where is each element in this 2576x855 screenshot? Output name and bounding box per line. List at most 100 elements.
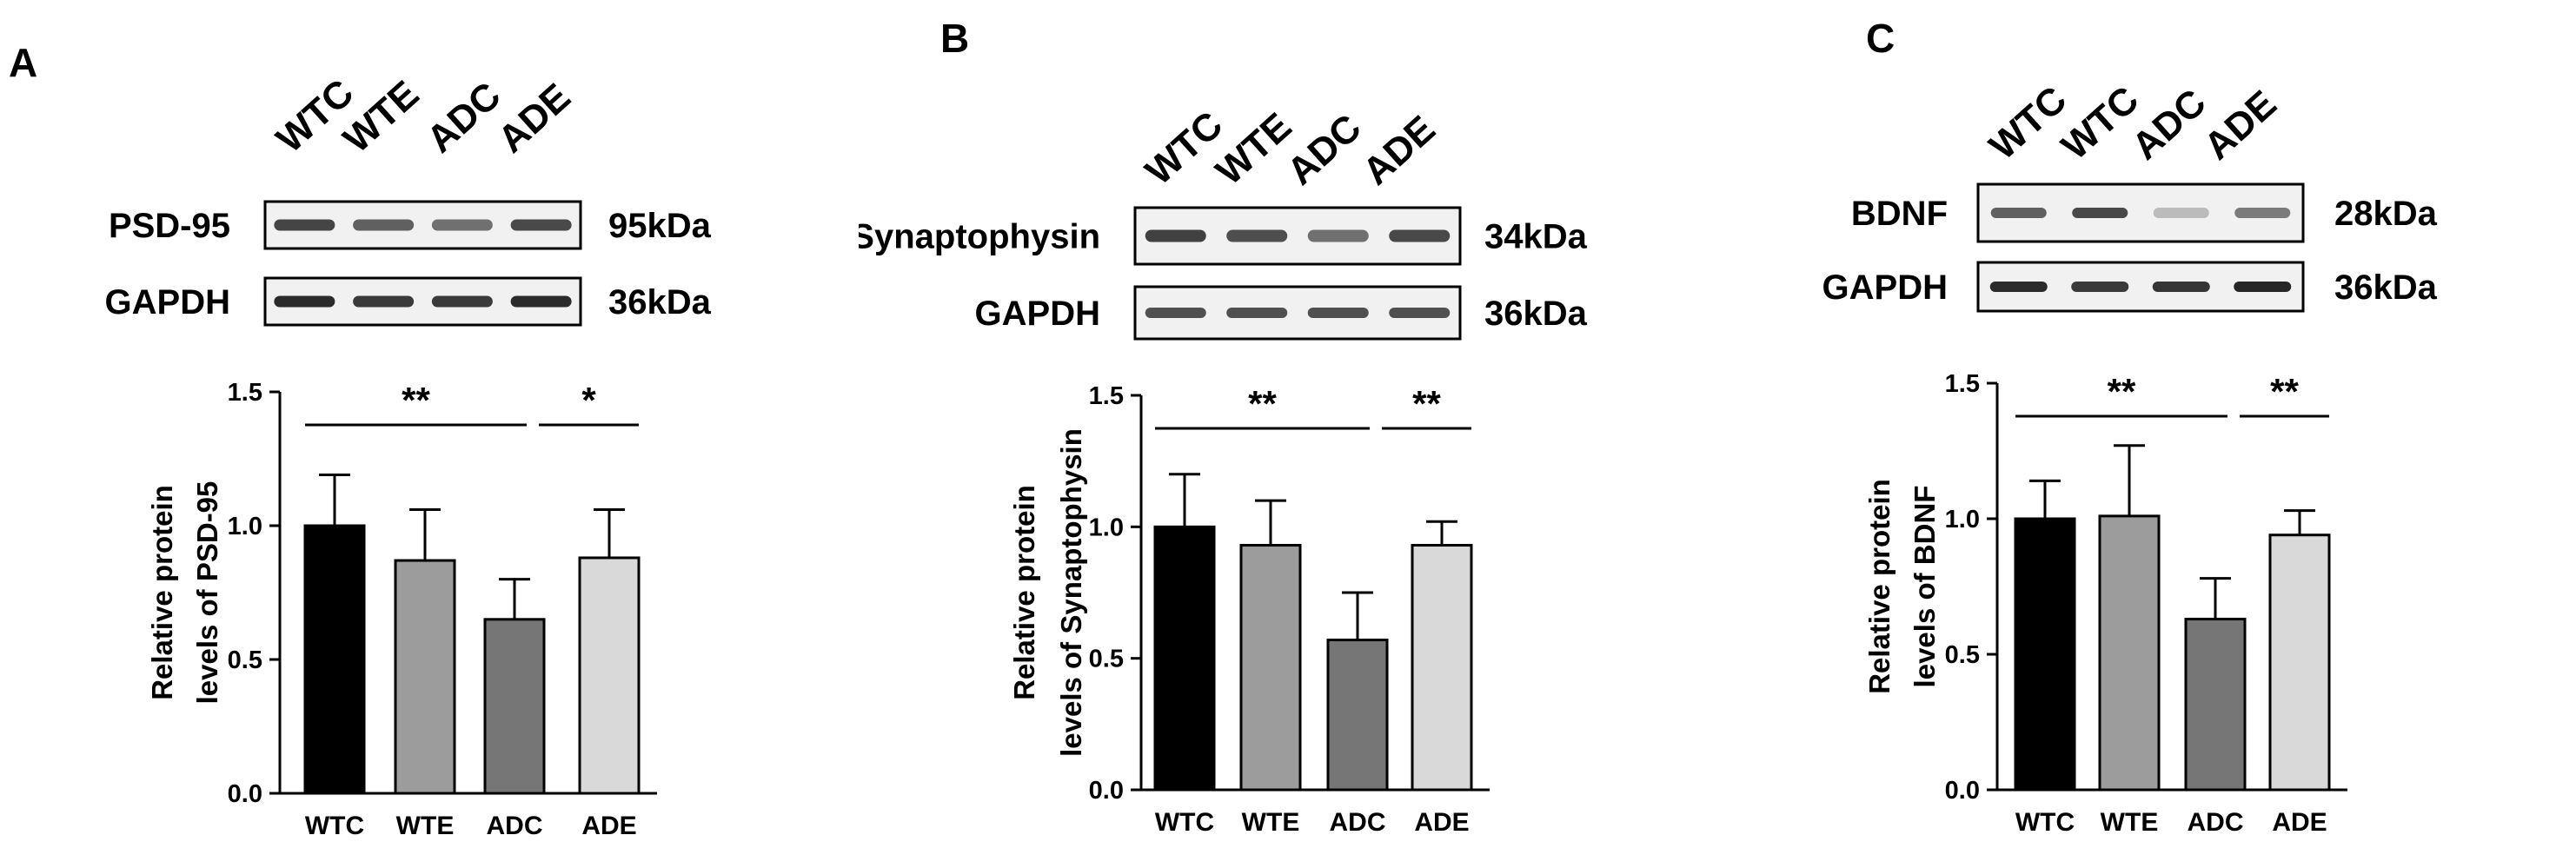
lane-label: WTC	[1138, 103, 1231, 193]
protein-label: GAPDH	[105, 283, 230, 321]
lane-label: ADC	[1279, 106, 1370, 193]
bar-chart-synaptophysin: 0.0 0.5 1.0 1.5 WTC WTE ADC ADE Relative protein…	[1008, 382, 1490, 837]
y-tick-label: 0.0	[228, 780, 262, 808]
blot-band	[1307, 308, 1369, 318]
blot-band	[510, 295, 572, 308]
lane-label: ADE	[2196, 83, 2285, 169]
protein-label: GAPDH	[975, 295, 1100, 333]
blot-band	[2153, 208, 2209, 218]
y-tick-label: 1.0	[1945, 506, 1980, 534]
molecular-weight-label: 34kDa	[1484, 218, 1588, 256]
blot-band	[1307, 229, 1369, 242]
significance-label: **	[402, 380, 430, 421]
y-axis-label: Relative protein	[146, 485, 178, 700]
x-tick-label: ADE	[1414, 808, 1469, 837]
y-tick-label: 1.5	[1089, 382, 1124, 410]
y-axis-label: Relative protein	[1863, 479, 1895, 694]
bar-chart-psd95: 0.0 0.5 1.0 1.5 WTC WTE ADC ADE Relative protein…	[146, 379, 657, 840]
blot-band	[2234, 208, 2291, 218]
lane-label: ADC	[419, 74, 509, 161]
protein-label: GAPDH	[1822, 268, 1948, 307]
y-tick-label: 1.5	[228, 379, 262, 407]
significance-label: *	[581, 380, 596, 421]
panel-a: A WTC WTE ADC ADE PSD-95 95kDa GAPDH 36kDa 0.0 0…	[0, 0, 859, 855]
y-axis-label: Relative protein	[1008, 485, 1040, 700]
blot-band	[274, 219, 335, 231]
bar-chart-bdnf: 0.0 0.5 1.0 1.5 WTC WTE ADC ADE Relative protein…	[1863, 370, 2347, 837]
bar-adc	[2184, 617, 2247, 792]
bar-ade	[578, 556, 641, 795]
lane-label: WTC	[2054, 78, 2147, 168]
y-tick-label: 1.5	[1945, 370, 1980, 398]
blot-band	[431, 295, 493, 308]
panel-c: C WTC WTC ADC ADE BDNF 28kDa GAPDH 36kDa 0.0 0.5…	[1717, 0, 2576, 855]
blot-band	[1389, 229, 1451, 242]
lane-label: WTE	[335, 73, 427, 162]
bar-wtc	[1153, 525, 1216, 792]
significance-label: **	[1412, 383, 1441, 424]
blot-band	[431, 219, 493, 231]
panel-b: B WTC WTE ADC ADE Synaptophysin 34kDa GAPDH 36k…	[859, 0, 1717, 855]
x-tick-label: ADC	[487, 812, 543, 840]
bar-wte	[2098, 514, 2161, 792]
significance-label: **	[2270, 371, 2299, 412]
blot-band	[1990, 208, 2047, 218]
lane-label: ADE	[1355, 108, 1444, 194]
significance-label: **	[2108, 371, 2136, 412]
x-tick-label: ADE	[2272, 808, 2327, 837]
significance-label: **	[1248, 383, 1277, 424]
x-tick-label: WTC	[1155, 808, 1214, 837]
blot-band	[353, 295, 415, 308]
x-tick-label: WTE	[396, 812, 455, 840]
bar-wte	[1239, 544, 1302, 792]
blot-band	[1389, 308, 1451, 318]
lane-label: WTC	[269, 71, 362, 161]
x-tick-label: WTE	[1242, 808, 1300, 837]
blot-band	[1145, 308, 1206, 318]
blot-band	[1226, 229, 1288, 242]
y-axis-label: levels of Synaptophysin	[1055, 428, 1087, 757]
x-tick-label: ADC	[2188, 808, 2244, 837]
x-tick-label: ADC	[1330, 808, 1386, 837]
x-tick-label: WTC	[305, 812, 364, 840]
bar-adc	[1326, 638, 1389, 792]
bar-adc	[483, 618, 546, 795]
protein-label: Synaptophysin	[859, 218, 1100, 256]
protein-label: BDNF	[1851, 195, 1948, 233]
lane-label: WTC	[1982, 78, 2075, 168]
x-tick-label: WTE	[2101, 808, 2159, 837]
blot-band	[353, 219, 415, 231]
blot-band	[2152, 282, 2210, 292]
protein-label: PSD-95	[109, 207, 230, 245]
y-tick-label: 0.0	[1945, 777, 1980, 805]
y-axis-label: levels of PSD-95	[191, 481, 223, 705]
panel-letter: A	[9, 40, 37, 85]
molecular-weight-label: 36kDa	[1484, 295, 1588, 333]
blot-band	[1989, 282, 2048, 292]
y-tick-label: 0.0	[1089, 777, 1124, 805]
panel-letter: C	[1866, 16, 1895, 61]
blot-band	[2071, 282, 2129, 292]
bar-ade	[2268, 534, 2331, 792]
molecular-weight-label: 28kDa	[2334, 195, 2438, 233]
y-axis-label: levels of BDNF	[1909, 486, 1941, 688]
blot-band	[274, 295, 335, 308]
y-tick-label: 1.0	[1089, 514, 1124, 541]
blot-band	[1226, 308, 1288, 318]
blot-band	[510, 219, 572, 231]
lane-label: ADE	[490, 76, 579, 162]
lane-label: ADC	[2124, 81, 2214, 168]
blot-band	[2072, 208, 2128, 218]
molecular-weight-label: 36kDa	[2334, 268, 2438, 307]
blot-band	[2234, 282, 2292, 292]
bar-wte	[394, 559, 456, 795]
panel-letter: B	[940, 16, 969, 61]
y-tick-label: 0.5	[228, 646, 262, 674]
bar-wtc	[2014, 517, 2076, 792]
